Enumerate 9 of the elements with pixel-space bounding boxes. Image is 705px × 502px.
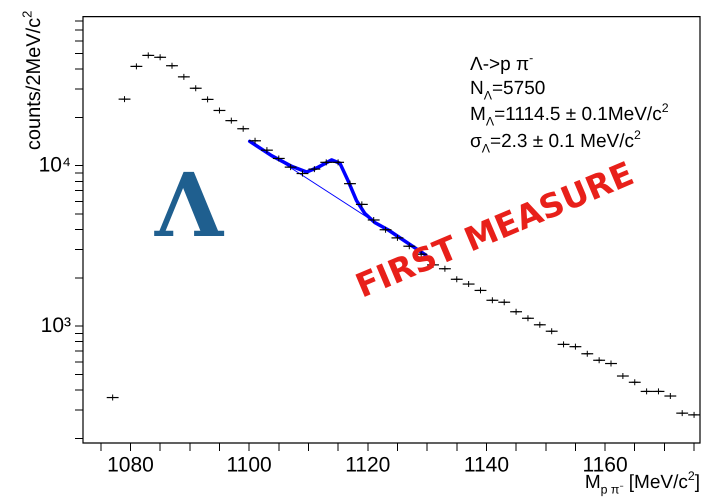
x-tick-label: 1100 (226, 453, 272, 476)
x-tick-label: 1120 (345, 453, 390, 476)
annotation: Λ->p π- (470, 51, 534, 75)
x-tick-label: 1080 (107, 453, 154, 476)
y-tick-label: 10³ (40, 314, 71, 337)
x-tick-label: 1140 (464, 453, 510, 476)
y-axis-title: counts/2MeV/c2 (20, 10, 45, 150)
y-tick-label: 10⁴ (38, 154, 71, 177)
annotation: Λ (154, 153, 225, 257)
